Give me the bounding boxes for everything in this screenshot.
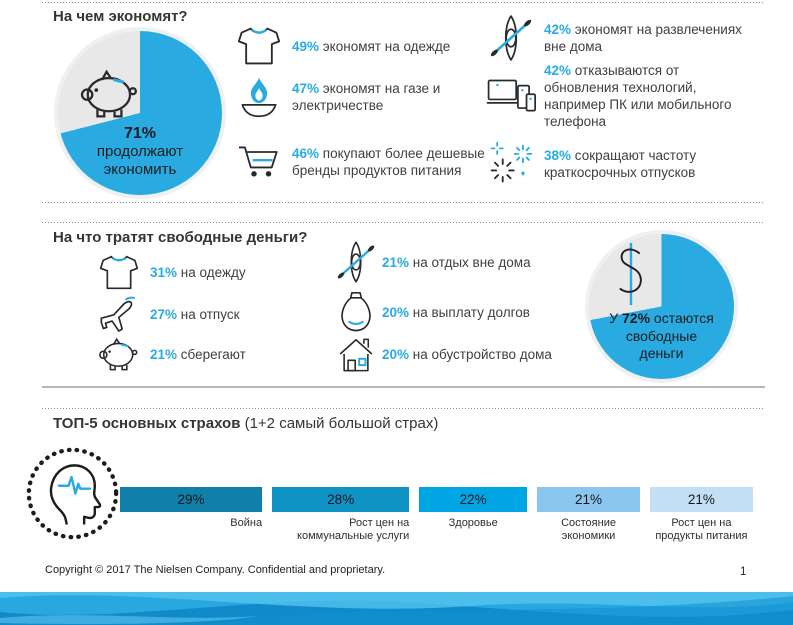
gas-flame-icon — [236, 72, 282, 122]
piggy-bank-icon — [96, 334, 142, 374]
kayak-icon — [486, 10, 536, 66]
list-item-entertainment: 42% экономят на развлечениях вне дома — [486, 10, 754, 66]
house-icon — [336, 333, 376, 375]
bar-segment: 21% — [537, 487, 640, 512]
fears-bar-labels: Война Рост цен на коммунальные услуги Зд… — [120, 517, 753, 543]
section1-title: На чем экономят? — [53, 8, 188, 25]
pie-savings-label: 71% продолжают экономить — [96, 125, 184, 178]
tshirt-icon — [236, 22, 282, 70]
dotted-separator — [42, 222, 765, 224]
pie-chart-free-money: У 72% остаются свободные деньги — [585, 230, 738, 383]
bar-label: Состояние экономики — [561, 517, 616, 542]
piggy-bank-icon — [78, 67, 142, 120]
list-item-technology: 42% отказываются от обновления технологи… — [486, 62, 754, 130]
list-item-leisure: 21% на отдых вне дома — [336, 235, 531, 289]
head-pulse-icon — [24, 445, 121, 542]
fireworks-icon — [486, 138, 536, 190]
pie-savings-wedges — [58, 31, 222, 195]
bar-segment: 28% — [272, 487, 410, 512]
dollar-sign-icon — [613, 242, 647, 306]
copyright-text: Copyright © 2017 The Nielsen Company. Co… — [45, 564, 386, 576]
shopping-cart-icon — [236, 138, 282, 186]
dotted-separator — [42, 202, 765, 204]
list-item-home-improvement: 20% на обустройство дома — [336, 333, 552, 375]
section2-title: На что тратят свободные деньги? — [53, 229, 308, 246]
money-bag-icon — [336, 289, 376, 335]
pie-free-money-label: У 72% остаются свободные деньги — [609, 310, 714, 361]
list-item-clothes: 49% экономят на одежде — [236, 22, 507, 70]
bar-segment: 22% — [419, 487, 528, 512]
bar-label: Рост цен на продукты питания — [655, 517, 748, 542]
devices-icon — [486, 68, 536, 124]
list-item-save: 21% сберегают — [96, 334, 246, 374]
section3-title: ТОП-5 основных страхов (1+2 самый большо… — [53, 415, 439, 432]
list-item-cheaper-brands: 46% покупают более дешевые бренды продук… — [236, 138, 504, 186]
list-item-spend-vacation: 27% на отпуск — [94, 293, 239, 335]
bar-segment: 21% — [649, 487, 753, 512]
list-item-vacations: 38% сокращают частоту краткосрочных отпу… — [486, 138, 754, 190]
pie-free-money-wedges — [589, 234, 734, 379]
plane-icon — [94, 293, 142, 335]
dotted-separator — [42, 408, 765, 410]
pie-chart-savings: 71% продолжают экономить — [54, 27, 226, 199]
page-number: 1 — [740, 566, 747, 578]
bar-label: Здоровье — [448, 517, 498, 529]
list-item-gas: 47% экономят на газе и электричестве — [236, 72, 504, 122]
fears-bar-chart: 29% 28% 22% 21% 21% — [120, 487, 753, 512]
bar-segment: 29% — [120, 487, 263, 512]
tshirt-icon — [96, 252, 142, 292]
solid-separator — [42, 386, 765, 388]
list-item-debts: 20% на выплату долгов — [336, 289, 530, 335]
wave-footer-graphic — [0, 592, 793, 625]
bar-label: Рост цен на коммунальные услуги — [297, 517, 410, 542]
list-item-spend-clothes: 31% на одежду — [96, 252, 246, 292]
bar-label: Война — [230, 517, 263, 529]
dotted-separator — [42, 2, 765, 4]
kayak-icon — [336, 235, 376, 289]
